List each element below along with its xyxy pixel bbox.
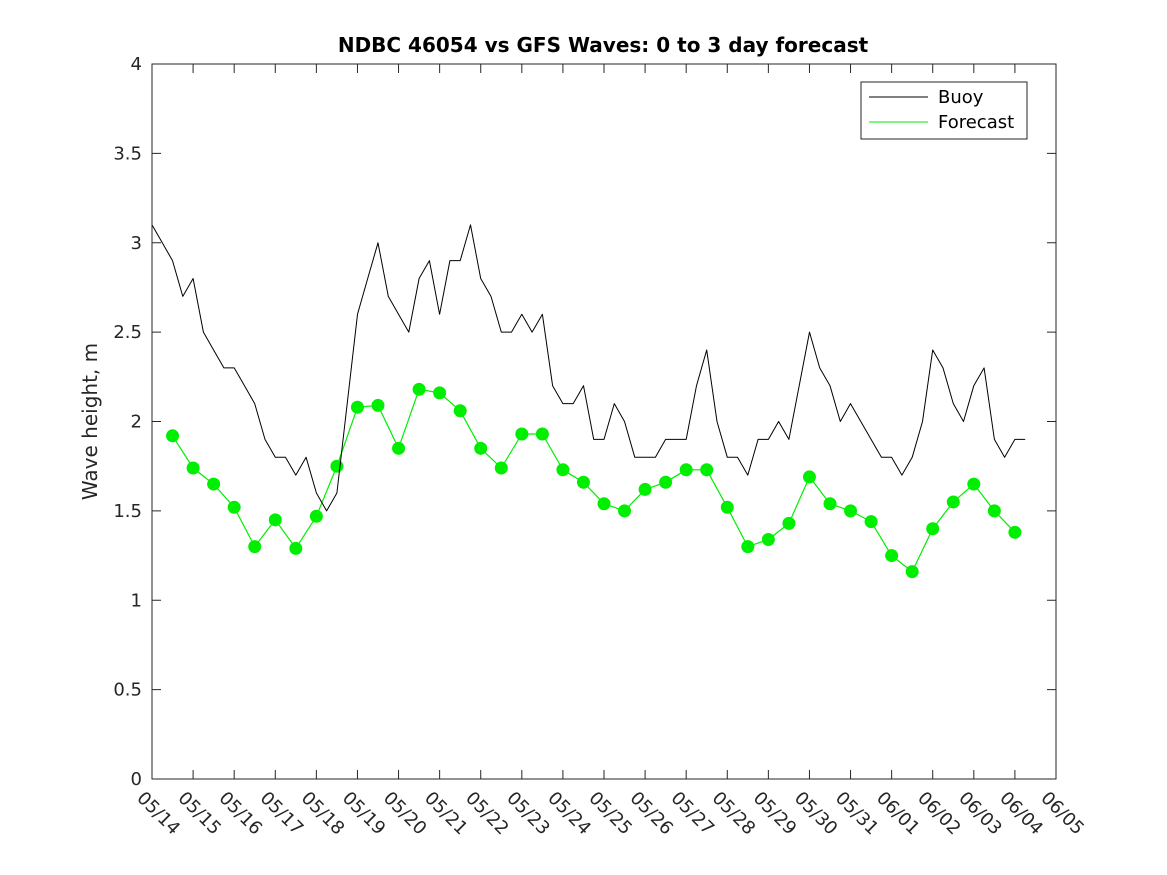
y-axis-label: Wave height, m: [78, 343, 102, 500]
x-tick-label: 05/22: [461, 788, 513, 840]
x-tick-label: 05/29: [749, 788, 801, 840]
forecast-point: [700, 463, 714, 477]
forecast-point: [946, 495, 960, 509]
forecast-point: [330, 459, 344, 473]
plot-background: [152, 64, 1056, 779]
forecast-point: [905, 565, 919, 579]
forecast-point: [453, 404, 467, 418]
y-tick-label: 0: [131, 769, 142, 790]
forecast-point: [166, 429, 180, 443]
y-tick-label: 3: [131, 233, 142, 254]
x-tick-label: 05/25: [584, 788, 636, 840]
y-tick-label: 3.5: [113, 143, 142, 164]
y-tick-label: 4: [131, 54, 142, 75]
forecast-point: [741, 540, 755, 554]
chart-title: NDBC 46054 vs GFS Waves: 0 to 3 day fore…: [338, 33, 869, 57]
forecast-point: [967, 477, 981, 491]
x-tick-label: 06/02: [913, 788, 965, 840]
buoy-series: [151, 224, 1026, 512]
forecast-point: [987, 504, 1001, 518]
forecast-point: [576, 475, 590, 489]
forecast-series: [166, 382, 1022, 579]
forecast-point: [186, 461, 200, 475]
x-tick-label: 05/20: [379, 788, 431, 840]
forecast-point: [392, 441, 406, 455]
forecast-point: [618, 504, 632, 518]
x-tick-label: 06/04: [995, 788, 1047, 840]
forecast-point: [926, 522, 940, 536]
forecast-point: [433, 386, 447, 400]
forecast-point: [412, 382, 426, 396]
y-tick-label: 2: [131, 412, 142, 433]
forecast-point: [474, 441, 488, 455]
x-tick-label: 05/21: [420, 788, 472, 840]
x-tick-label: 05/28: [708, 788, 760, 840]
forecast-point: [535, 427, 549, 441]
y-tick-label: 1: [131, 590, 142, 611]
legend-buoy-label: Buoy: [938, 87, 984, 108]
x-tick-label: 05/17: [256, 788, 308, 840]
x-tick-label: 06/05: [1036, 788, 1088, 840]
forecast-point: [659, 475, 673, 489]
forecast-point: [1008, 525, 1022, 539]
x-tick-label: 05/30: [790, 788, 842, 840]
forecast-point: [885, 549, 899, 563]
forecast-point: [289, 541, 303, 555]
forecast-point: [556, 463, 570, 477]
x-tick-label: 05/18: [297, 788, 349, 840]
legend-forecast-label: Forecast: [938, 112, 1014, 133]
x-tick-label: 05/16: [215, 788, 267, 840]
forecast-point: [720, 500, 734, 514]
forecast-point: [515, 427, 529, 441]
legend-box: [860, 81, 1028, 140]
forecast-point: [309, 509, 323, 523]
forecast-point: [494, 461, 508, 475]
x-tick-label: 05/27: [667, 788, 719, 840]
plot-area: 00.511.522.533.54 05/1405/1505/1605/1705…: [113, 54, 1088, 839]
x-tick-label: 05/15: [174, 788, 226, 840]
x-tick-label: 05/23: [502, 788, 554, 840]
x-tick-label: 05/19: [338, 788, 390, 840]
x-tick-label: 05/26: [626, 788, 678, 840]
x-tick-label: 06/03: [954, 788, 1006, 840]
x-tick-label: 05/31: [831, 788, 883, 840]
x-tick-label: 05/24: [543, 788, 595, 840]
y-tick-label: 0.5: [113, 680, 142, 701]
y-tick-label: 1.5: [113, 501, 142, 522]
forecast-point: [268, 513, 282, 527]
forecast-point: [823, 497, 837, 511]
forecast-point: [248, 540, 262, 554]
forecast-point: [864, 515, 878, 529]
forecast-point: [802, 470, 816, 484]
y-axis-ticks: 0 0.5 1 1.5 2 2.5 3 3.5 4: [113, 54, 1056, 790]
forecast-point: [844, 504, 858, 518]
forecast-point: [597, 497, 611, 511]
forecast-point: [761, 532, 775, 546]
plot-frame: [151, 63, 1057, 780]
forecast-point: [350, 400, 364, 414]
forecast-point: [227, 500, 241, 514]
forecast-point: [371, 398, 385, 412]
buoy-line: [151, 224, 1026, 512]
forecast-point: [782, 516, 796, 530]
x-tick-label: 05/14: [132, 788, 184, 840]
legend: Buoy Forecast: [860, 81, 1028, 140]
forecast-point: [638, 482, 652, 496]
forecast-point: [207, 477, 221, 491]
y-tick-label: 2.5: [113, 322, 142, 343]
x-tick-label: 06/01: [872, 788, 924, 840]
forecast-point: [679, 463, 693, 477]
